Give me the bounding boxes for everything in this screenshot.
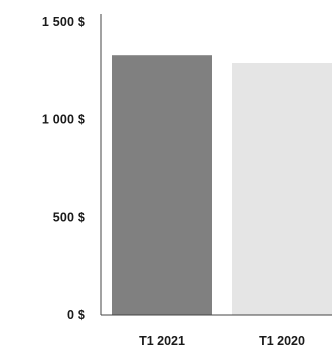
bars bbox=[112, 55, 332, 315]
x-category-label: T1 2021 bbox=[139, 334, 185, 348]
y-tick-label: 1 500 $ bbox=[42, 15, 85, 29]
y-tick-label: 0 $ bbox=[67, 308, 85, 322]
bar-t1-2020 bbox=[232, 63, 332, 315]
y-tick-label: 1 000 $ bbox=[42, 113, 85, 127]
x-axis-labels: T1 2021 T1 2020 bbox=[139, 334, 305, 348]
bar-t1-2021 bbox=[112, 55, 212, 315]
y-axis-ticks: 0 $ 500 $ 1 000 $ 1 500 $ bbox=[42, 15, 85, 322]
x-category-label: T1 2020 bbox=[259, 334, 305, 348]
y-tick-label: 500 $ bbox=[53, 210, 85, 224]
